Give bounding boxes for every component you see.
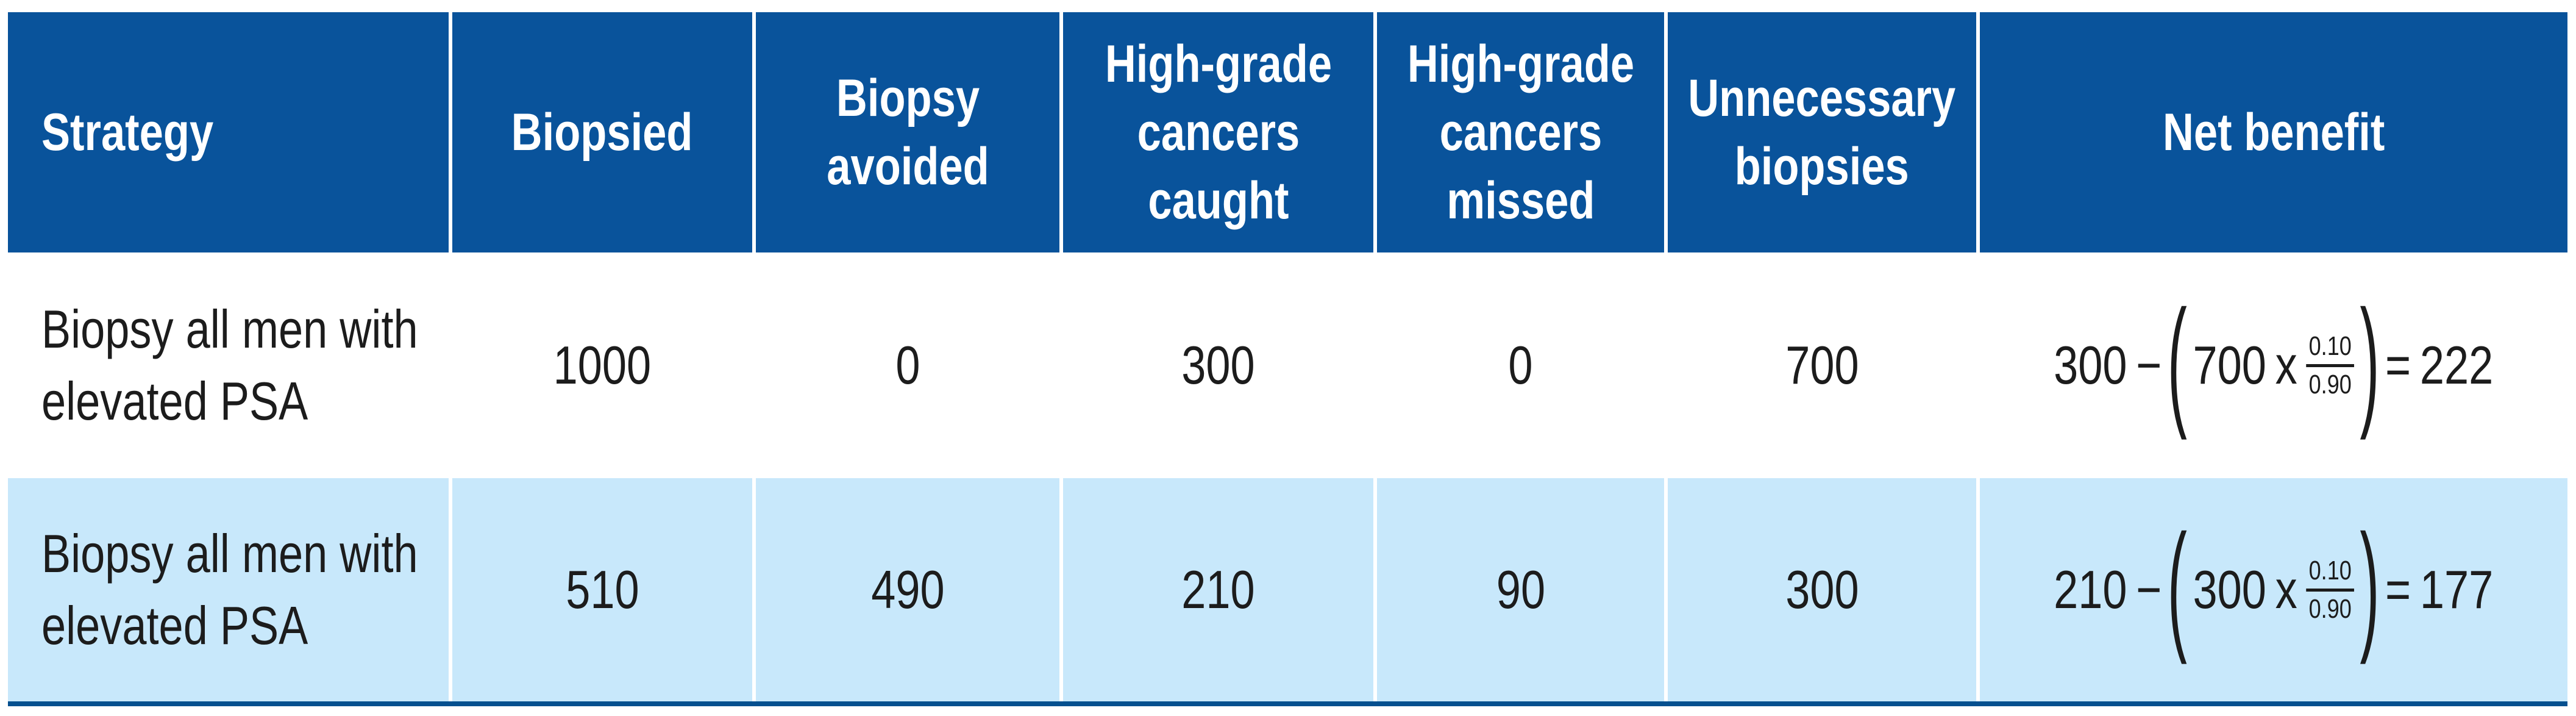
header-label: avoided [826,137,989,196]
header-label: cancers [1137,103,1300,162]
cell-value: 0 [895,335,920,395]
fraction-denominator: 0.90 [2308,594,2352,624]
formula-equals-sign: = [2385,335,2411,395]
formula-times-sign: x [2275,559,2298,620]
biopsy-avoided-cell: 0 [756,252,1063,478]
header-label: biopsies [1734,137,1910,196]
strategy-label-line: elevated PSA [41,595,308,656]
column-header-unnecessary-biopsies: Unnecessary biopsies [1668,12,1980,252]
net-benefit-formula: 300 − ( 700 x 0.10 0.90 ) = 222 [2054,289,2494,432]
formula-open-paren: ( [2168,504,2188,665]
high-grade-missed-cell: 90 [1377,478,1668,701]
column-header-biopsied: Biopsied [452,12,756,252]
cell-value: 90 [1496,559,1545,620]
cell-value: 300 [1785,559,1859,620]
column-header-high-grade-cancers-missed: High-grade cancers missed [1377,12,1668,252]
cell-value: 1000 [553,335,652,395]
fraction: 0.10 0.90 [2306,556,2355,625]
formula-open-paren: ( [2168,280,2188,441]
strategy-label-line: elevated PSA [41,371,308,431]
header-label: cancers [1439,103,1602,162]
strategy-cell: Biopsy all men with elevated PSA [8,252,452,478]
formula-times-sign: x [2275,335,2298,395]
cell-value: 0 [1508,335,1533,395]
cell-value: 510 [565,559,639,620]
strategy-label-line: Biopsy all men with [41,299,418,359]
header-label: High-grade [1407,35,1634,93]
column-header-net-benefit: Net benefit [1980,12,2567,252]
table-bottom-border [8,701,2567,706]
table-header-row: Strategy Biopsied Biopsy avoided High-gr… [8,12,2567,252]
header-label: missed [1446,171,1595,230]
header-label: High-grade [1105,35,1332,93]
header-label: caught [1147,171,1289,230]
strategy-cell: Biopsy all men with elevated PSA [8,478,452,701]
column-header-high-grade-cancers-caught: High-grade cancers caught [1063,12,1377,252]
formula-close-paren: ) [2360,280,2380,441]
header-label: Unnecessary [1688,69,1956,127]
fraction-numerator: 0.10 [2306,331,2355,367]
high-grade-caught-cell: 300 [1063,252,1377,478]
formula-minus-sign: − [2136,335,2162,395]
net-benefit-cell: 300 − ( 700 x 0.10 0.90 ) = 222 [1980,252,2567,478]
fraction-numerator: 0.10 [2306,556,2355,592]
unnecessary-biopsies-cell: 700 [1668,252,1980,478]
formula-factor: 700 [2193,335,2267,395]
header-label: Strategy [41,103,214,162]
header-label: Biopsy [836,69,980,127]
cell-value: 210 [1181,559,1255,620]
high-grade-missed-cell: 0 [1377,252,1668,478]
strategy-label-line: Biopsy all men with [41,523,418,584]
fraction-denominator: 0.90 [2308,370,2352,399]
formula-minuend: 210 [2054,559,2127,620]
fraction: 0.10 0.90 [2306,331,2355,400]
table-row: Biopsy all men with elevated PSA 1000 0 … [8,252,2567,478]
biopsied-cell: 510 [452,478,756,701]
column-header-strategy: Strategy [8,12,452,252]
formula-factor: 300 [2193,559,2267,620]
header-label: Net benefit [2162,103,2385,162]
unnecessary-biopsies-cell: 300 [1668,478,1980,701]
formula-close-paren: ) [2360,504,2380,665]
table-row: Biopsy all men with elevated PSA 510 490… [8,478,2567,701]
cell-value: 700 [1785,335,1859,395]
net-benefit-cell: 210 − ( 300 x 0.10 0.90 ) = 177 [1980,478,2567,701]
cell-value: 300 [1181,335,1255,395]
formula-equals-sign: = [2385,559,2411,620]
high-grade-caught-cell: 210 [1063,478,1377,701]
cell-value: 490 [870,559,945,620]
formula-result: 222 [2420,335,2494,395]
biopsied-cell: 1000 [452,252,756,478]
formula-minus-sign: − [2136,559,2162,620]
header-label: Biopsied [511,103,693,162]
net-benefit-formula: 210 − ( 300 x 0.10 0.90 ) = 177 [2054,514,2494,656]
biopsy-avoided-cell: 490 [756,478,1063,701]
formula-minuend: 300 [2054,335,2127,395]
formula-result: 177 [2420,559,2494,620]
biopsy-strategies-table: Strategy Biopsied Biopsy avoided High-gr… [8,12,2567,706]
column-header-biopsy-avoided: Biopsy avoided [756,12,1063,252]
